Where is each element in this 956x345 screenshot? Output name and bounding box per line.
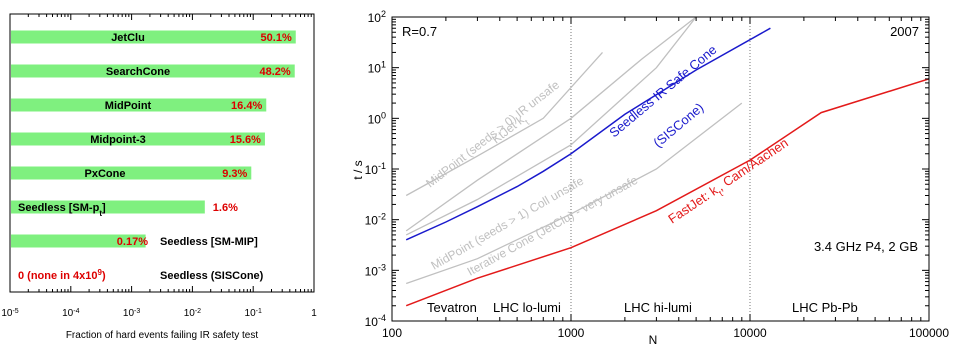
bar-4 — [11, 166, 252, 180]
annotation-r: R=0.7 — [402, 24, 437, 39]
bar-value-4: 9.3% — [222, 168, 247, 180]
bar-group-5: Seedless [SM-pt] 1.6% — [11, 200, 238, 218]
bar-group-7: Seedless (SISCone) 0 (none in 4x109) — [18, 268, 264, 283]
bar-group-6: Seedless [SM-MIP] 0.17% — [11, 234, 258, 248]
series-label-0-line2: (SISCone) — [650, 100, 706, 151]
right-y-tick-label-3: 10-1 — [365, 161, 386, 177]
bar-1 — [11, 64, 295, 78]
left-x-axis-label: Fraction of hard events failing IR safet… — [66, 330, 259, 341]
right-y-axis-label: t / s — [351, 160, 365, 179]
bar-group-2: MidPoint 16.4% — [11, 98, 267, 112]
right-x-axis-label: N — [649, 333, 658, 345]
series-label-0: Seedless IR Safe Cone — [606, 42, 719, 140]
series-line-5 — [405, 102, 743, 285]
right-axes: 100 1000 10000 100000 10-4 10-3 10-2 10-1 100 101… — [365, 9, 950, 340]
series-label-1: FastJet: kt, Cam/Aachen — [665, 135, 793, 230]
right-y-tick-label-5: 101 — [368, 60, 386, 76]
bar-0 — [11, 30, 296, 44]
annotation-year: 2007 — [890, 24, 919, 39]
bar-name-1: SearchCone — [106, 66, 170, 78]
bar-6 — [11, 234, 146, 248]
bar-3 — [11, 132, 265, 146]
bar-value-1: 48.2% — [260, 66, 291, 78]
annotation-machine: 3.4 GHz P4, 2 GB — [814, 239, 918, 254]
right-y-tick-label-6: 102 — [368, 9, 386, 25]
right-y-tick-label-2: 10-2 — [365, 212, 386, 228]
bar-group-0: JetClu 50.1% — [11, 30, 296, 44]
bar-group-1: SearchCone 48.2% — [11, 64, 295, 78]
right-x-tick-label-1: 1000 — [558, 326, 585, 340]
bar-name-6: Seedless [SM-MIP] — [160, 236, 258, 248]
left-x-tick-label-4: 10-1 — [245, 308, 262, 320]
series-line-1 — [405, 78, 929, 307]
left-x-tick-label-2: 10-3 — [123, 308, 140, 320]
left-x-tick-label-0: 10-5 — [1, 308, 18, 320]
right-x-tick-label-3: 100000 — [909, 326, 949, 340]
region-lhc-pb-pb: LHC Pb-Pb — [792, 300, 858, 315]
bar-value-5: 1.6% — [213, 202, 238, 214]
bar-2 — [11, 98, 267, 112]
right-y-tick-label-4: 100 — [368, 110, 386, 126]
right-series — [405, 17, 929, 307]
left-x-axis: 10-5 10-4 10-3 10-2 10-1 1 — [1, 14, 317, 319]
series-line-3 — [405, 17, 697, 232]
region-lhc-hi-lumi: LHC hi-lumi — [624, 300, 692, 315]
left-x-tick-label-1: 10-4 — [62, 308, 79, 320]
bar-name-0: JetClu — [111, 32, 145, 44]
right-y-tick-label-0: 10-4 — [365, 313, 386, 329]
bar-name-7: Seedless (SISCone) — [160, 270, 264, 282]
bar-5 — [11, 200, 205, 214]
left-plot-frame — [9, 13, 315, 293]
series-line-0 — [405, 27, 771, 241]
left-x-tick-label-3: 10-2 — [184, 308, 201, 320]
series-line-2 — [405, 51, 603, 197]
series-line-4 — [405, 17, 697, 236]
bar-name-4: PxCone — [85, 168, 126, 180]
right-x-tick-label-2: 10000 — [733, 326, 767, 340]
bar-name-2: MidPoint — [105, 100, 152, 112]
region-tevatron: Tevatron — [427, 300, 477, 315]
bar-value-2: 16.4% — [231, 100, 262, 112]
left-bars: JetClu 50.1%SearchCone 48.2%MidPoint 16.4%M… — [11, 30, 296, 283]
right-x-tick-label-0: 100 — [382, 326, 402, 340]
bar-name-3: Midpoint-3 — [90, 134, 146, 146]
timing-line-chart: 100 1000 10000 100000 10-4 10-3 10-2 10-1 100 101… — [351, 9, 949, 345]
bar-group-3: Midpoint-3 15.6% — [11, 132, 265, 146]
bar-group-4: PxCone 9.3% — [11, 166, 252, 180]
bar-value-6: 0.17% — [117, 236, 148, 248]
bar-value-3: 15.6% — [230, 134, 261, 146]
left-x-tick-label-5: 1 — [311, 308, 317, 319]
bar-value-0: 50.1% — [261, 32, 292, 44]
bar-name-5: Seedless [SM-pt] — [18, 202, 106, 218]
bar-value-7: 0 (none in 4x109) — [18, 268, 106, 283]
region-lhc-lo-lumi: LHC lo-lumi — [493, 300, 561, 315]
ir-safety-bar-chart: JetClu 50.1%SearchCone 48.2%MidPoint 16.4%M… — [1, 13, 317, 341]
right-y-tick-label-1: 10-3 — [365, 262, 386, 278]
right-series-labels: Seedless IR Safe Cone(SISCone)FastJet: k… — [423, 42, 793, 279]
